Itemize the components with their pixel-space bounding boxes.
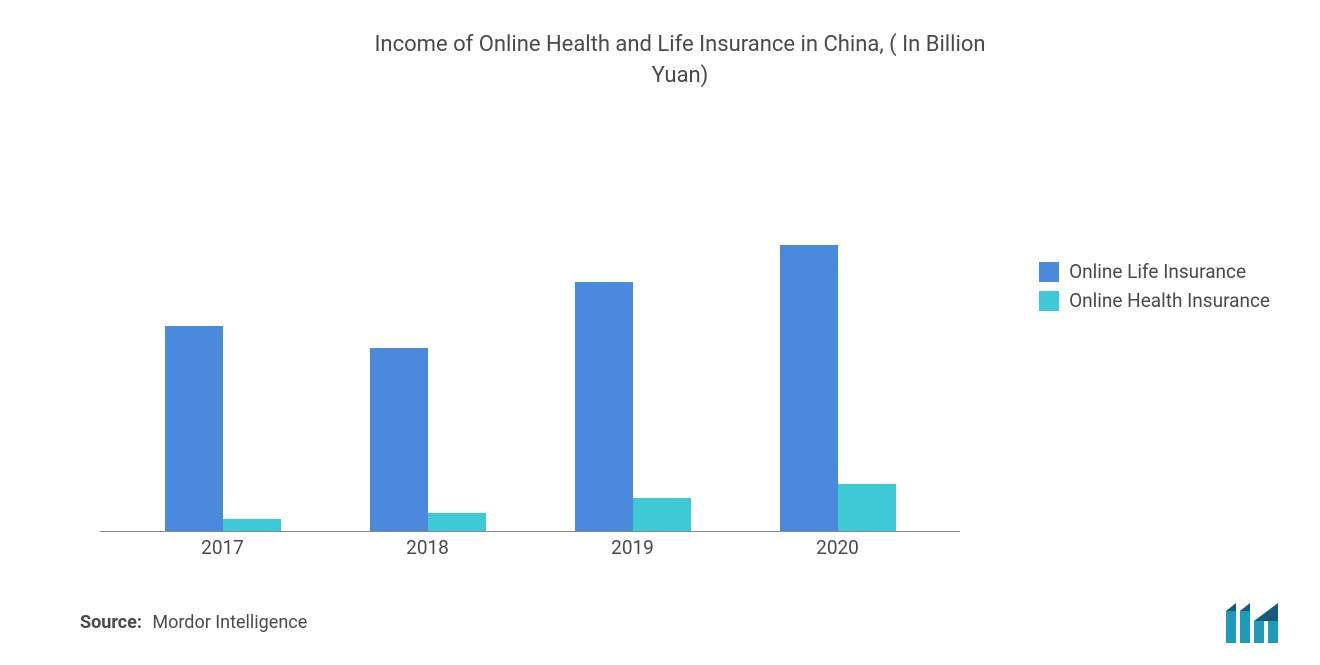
legend-label: Online Health Insurance — [1069, 289, 1270, 312]
bar-group: 2018 — [370, 348, 486, 531]
x-axis-label: 2017 — [201, 536, 244, 559]
bar-health-insurance — [223, 519, 281, 531]
x-axis-label: 2020 — [816, 536, 859, 559]
chart-title: Income of Online Health and Life Insuran… — [360, 30, 1000, 92]
chart-container: Income of Online Health and Life Insuran… — [0, 0, 1320, 665]
bar-life-insurance — [780, 245, 838, 531]
bar-group: 2017 — [165, 326, 281, 531]
source-label: Source: — [80, 612, 142, 633]
x-axis-label: 2018 — [406, 536, 449, 559]
bars-wrapper: 2017 2018 2019 2020 — [100, 121, 960, 531]
x-axis — [100, 531, 960, 532]
bar-health-insurance — [838, 484, 896, 531]
legend-item: Online Life Insurance — [1039, 260, 1270, 283]
legend-swatch — [1039, 262, 1059, 282]
bar-health-insurance — [633, 498, 691, 530]
legend-item: Online Health Insurance — [1039, 289, 1270, 312]
brand-logo — [1226, 603, 1280, 643]
logo-icon — [1226, 603, 1280, 643]
bar-group: 2019 — [575, 282, 691, 531]
bar-life-insurance — [370, 348, 428, 531]
source-attribution: Source: Mordor Intelligence — [80, 612, 307, 633]
source-value: Mordor Intelligence — [152, 612, 307, 633]
plot-area: 2017 2018 2019 2020 — [100, 122, 960, 532]
legend-label: Online Life Insurance — [1069, 260, 1246, 283]
bar-life-insurance — [165, 326, 223, 531]
bar-life-insurance — [575, 282, 633, 531]
legend-swatch — [1039, 291, 1059, 311]
bar-group: 2020 — [780, 245, 896, 531]
bar-health-insurance — [428, 513, 486, 531]
x-axis-label: 2019 — [611, 536, 654, 559]
legend: Online Life Insurance Online Health Insur… — [1039, 260, 1270, 312]
